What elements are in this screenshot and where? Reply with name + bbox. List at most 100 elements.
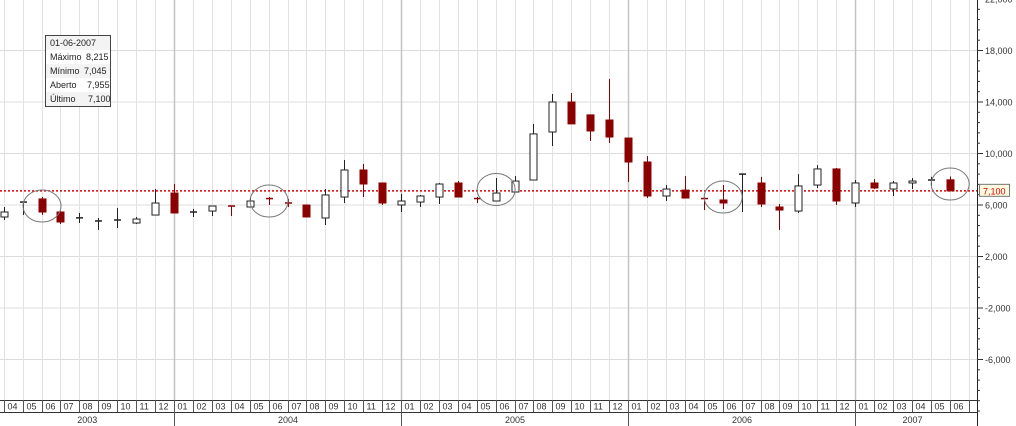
month-label: 02 <box>424 402 434 412</box>
candle-body <box>38 198 47 213</box>
month-label: 09 <box>329 402 339 412</box>
month-label: 10 <box>121 402 131 412</box>
candle <box>454 181 463 198</box>
year-label: 2007 <box>902 415 922 425</box>
month-label: 09 <box>556 402 566 412</box>
month-label: 10 <box>802 402 812 412</box>
tooltip-value: 8,215 <box>86 52 109 62</box>
month-label: 05 <box>481 402 491 412</box>
candle <box>114 207 121 228</box>
candle <box>681 176 690 199</box>
month-label: 12 <box>613 402 623 412</box>
tooltip-last: Último 7,100 <box>46 92 111 106</box>
candle-body <box>851 182 860 204</box>
candle-body <box>946 179 955 192</box>
y-tick-label: 10,000 <box>985 149 1013 159</box>
candle-body <box>624 137 633 163</box>
candle-body <box>321 194 330 219</box>
candle <box>170 184 179 214</box>
candle <box>889 181 898 196</box>
candle <box>416 194 425 207</box>
candle-body <box>870 182 879 189</box>
month-label: 01 <box>859 402 869 412</box>
candle-body <box>511 180 520 193</box>
candle <box>775 203 784 230</box>
candle-body <box>757 182 766 205</box>
month-label: 06 <box>954 402 964 412</box>
candle <box>340 159 349 204</box>
candle-body <box>529 133 538 181</box>
candle <box>378 182 387 205</box>
candle <box>851 180 860 207</box>
candle-body <box>889 182 898 190</box>
candle <box>38 197 47 216</box>
year-label: 2006 <box>732 415 752 425</box>
candle <box>0 206 9 220</box>
highlight-circle <box>249 184 289 218</box>
candle <box>757 176 766 207</box>
tooltip-date: 01-06-2007 <box>46 36 110 50</box>
candle <box>132 216 141 224</box>
tooltip-max: Máximo 8,215 <box>46 50 110 64</box>
candle-body <box>378 182 387 204</box>
candle <box>870 178 879 190</box>
month-label: 12 <box>159 402 169 412</box>
candle <box>813 165 822 189</box>
candle <box>56 211 65 224</box>
candle-body <box>794 185 803 212</box>
month-label: 10 <box>348 402 358 412</box>
y-tick-label: -6,000 <box>985 355 1011 365</box>
candle-body <box>908 180 917 184</box>
month-label: 06 <box>46 402 56 412</box>
candle-body <box>586 114 595 132</box>
month-label: 08 <box>310 402 320 412</box>
candle-body <box>0 211 9 218</box>
month-label: 08 <box>83 402 93 412</box>
month-label: 04 <box>8 402 18 412</box>
candle <box>95 218 102 230</box>
candle <box>359 163 368 198</box>
candle-body <box>435 183 444 198</box>
month-label: 06 <box>273 402 283 412</box>
candle-body <box>302 204 311 218</box>
candle-body <box>132 218 141 224</box>
candle <box>624 137 633 182</box>
candle-body <box>56 211 65 223</box>
candle-body <box>416 195 425 203</box>
tooltip-label: Máximo <box>50 52 82 62</box>
candle-body <box>643 161 652 197</box>
candle-body <box>397 200 406 206</box>
month-label: 07 <box>292 402 302 412</box>
tooltip-label: Aberto <box>50 80 77 90</box>
candle <box>586 114 595 142</box>
month-label: 09 <box>102 402 112 412</box>
candle <box>605 78 614 143</box>
y-tick-label: 6,000 <box>985 201 1008 211</box>
month-label: 07 <box>519 402 529 412</box>
tooltip-value: 7,955 <box>87 80 110 90</box>
year-label: 2003 <box>77 415 97 425</box>
candle <box>832 168 841 205</box>
candle <box>266 197 273 205</box>
candle-body <box>548 101 557 133</box>
candle-body <box>813 168 822 186</box>
tooltip-value: 7,100 <box>88 94 111 104</box>
tooltip: 01-06-2007 Máximo 8,215 Mínimo 7,045 Abe… <box>45 35 111 107</box>
month-label: 04 <box>916 402 926 412</box>
candle-body <box>605 119 614 138</box>
y-tick-label: -2,000 <box>985 304 1011 314</box>
candle-body <box>151 202 160 216</box>
y-tick-label: 2,000 <box>985 252 1008 262</box>
candle-body <box>170 192 179 214</box>
candle-body <box>719 199 728 204</box>
month-label: 05 <box>708 402 718 412</box>
month-label: 08 <box>765 402 775 412</box>
year-label: 2005 <box>505 415 525 425</box>
month-label: 01 <box>178 402 188 412</box>
tooltip-open: Aberto 7,955 <box>46 78 110 92</box>
tooltip-min: Mínimo 7,045 <box>46 64 110 78</box>
month-label: 11 <box>140 402 149 412</box>
candle-body <box>775 206 784 211</box>
highlight-circle <box>930 167 970 201</box>
